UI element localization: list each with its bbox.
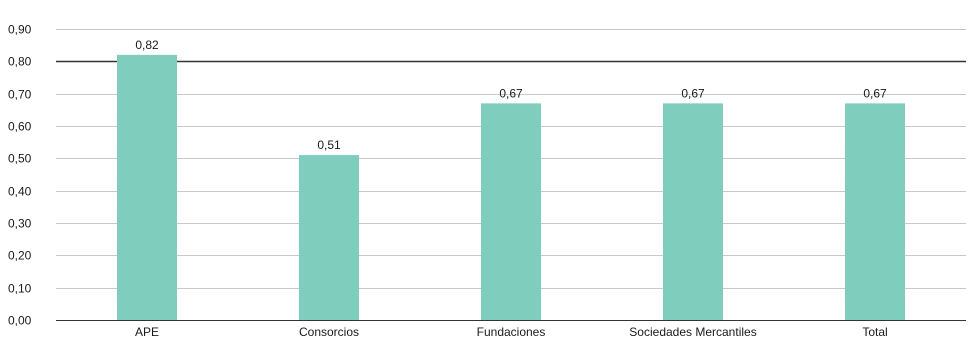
y-tick-label: 0,80 [8,55,32,69]
data-label: 0,51 [317,138,341,152]
data-label: 0,67 [499,86,523,100]
y-tick-label: 0,10 [8,282,32,296]
y-tick-label: 0,40 [8,185,32,199]
x-tick-label: APE [135,325,159,339]
y-tick-label: 0,90 [8,23,32,37]
x-tick-label: Consorcios [299,325,359,339]
bar [845,103,905,320]
x-tick-label: Total [862,325,887,339]
x-tick-label: Fundaciones [477,325,546,339]
bars [117,54,905,320]
y-tick-label: 0,60 [8,120,32,134]
y-tick-label: 0,70 [8,88,32,102]
x-tick-label: Sociedades Mercantiles [629,325,756,339]
bar [481,103,541,320]
y-tick-label: 0,50 [8,152,32,166]
data-label: 0,82 [135,38,159,52]
bar [299,155,359,320]
y-tick-label: 0,20 [8,249,32,263]
labels: 0,00 0,10 0,20 0,30 0,40 0,50 0,60 0,70 0,80 0,90… [8,23,888,340]
bar [663,103,723,320]
bar [117,54,177,320]
data-label: 0,67 [681,86,705,100]
y-tick-label: 0,00 [8,314,32,328]
y-tick-label: 0,30 [8,217,32,231]
data-label: 0,67 [863,86,887,100]
